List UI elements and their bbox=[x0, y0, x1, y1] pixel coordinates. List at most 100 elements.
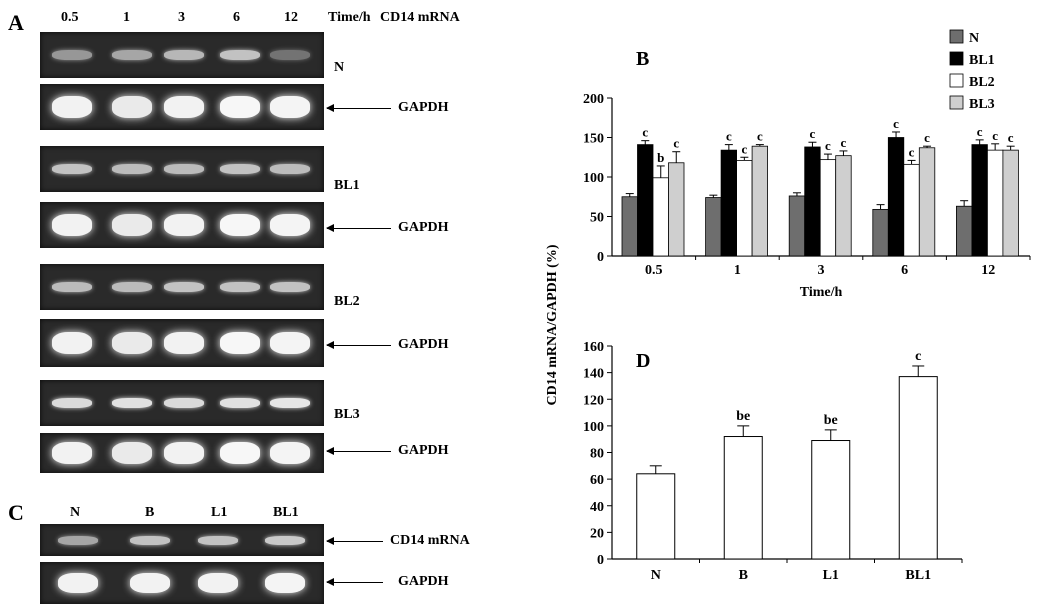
gel-n-band-4 bbox=[220, 50, 260, 60]
b-xtick-label-1: 1 bbox=[734, 263, 741, 278]
b-bar-bl3-3 bbox=[918, 147, 936, 257]
b-sig-bl3-2: c bbox=[841, 135, 847, 150]
b-bar-n-2 bbox=[788, 195, 806, 257]
gel-n-band-1 bbox=[52, 50, 92, 60]
b-ytick-label-0: 0 bbox=[597, 250, 604, 265]
gel-bl1-band-4 bbox=[220, 164, 260, 174]
cd14-label: CD14 mRNA bbox=[390, 533, 470, 548]
d-sig-2: be bbox=[824, 413, 838, 428]
gel-label-bl1: BL1 bbox=[334, 178, 360, 193]
b-sig-bl1-0: c bbox=[642, 125, 648, 140]
gel-label-bl3: BL3 bbox=[334, 407, 360, 422]
b-sig-bl1-4: c bbox=[977, 124, 983, 139]
shared-ylabel: CD14 mRNA/GAPDH (%) bbox=[545, 244, 560, 405]
d-bar-2 bbox=[811, 440, 851, 560]
d-ytick-label-3: 60 bbox=[590, 473, 604, 488]
d-bar-3 bbox=[898, 376, 938, 560]
lane-label-12: 12 bbox=[284, 10, 298, 25]
legend-swatch-bl1 bbox=[949, 51, 964, 66]
b-xtick-label-4: 12 bbox=[981, 263, 995, 278]
gel-gapdh-n bbox=[40, 84, 324, 130]
gel-label-bl2: BL2 bbox=[334, 294, 360, 309]
d-ytick-label-5: 100 bbox=[583, 420, 604, 435]
gel-bl3 bbox=[40, 380, 324, 426]
arrow-gapdh-bl3 bbox=[326, 447, 391, 455]
d-ytick-label-2: 40 bbox=[590, 500, 604, 515]
d-xtick-label-2: L1 bbox=[823, 568, 839, 583]
gel-gapdh-bl2-band-5 bbox=[270, 332, 310, 354]
arrow-gapdh-bl1 bbox=[326, 224, 391, 232]
b-bar-bl2-1 bbox=[736, 160, 753, 257]
gapdh-label-bl1: GAPDH bbox=[398, 220, 449, 235]
gel-c-cd14-band-2 bbox=[130, 535, 170, 545]
gel-bl3-band-4 bbox=[220, 398, 260, 408]
gel-gapdh-bl3-band-2 bbox=[112, 442, 152, 464]
arrow-gapdh-n bbox=[326, 104, 391, 112]
b-bar-n-4 bbox=[956, 205, 973, 257]
b-sig-bl2-2: c bbox=[825, 138, 831, 153]
b-sig-bl3-1: c bbox=[757, 129, 763, 144]
gel-n-band-2 bbox=[112, 50, 152, 60]
gel-c-gapdh-band-1 bbox=[58, 573, 98, 593]
gapdh-label-bl2: GAPDH bbox=[398, 337, 449, 352]
legend-swatch-bl2 bbox=[949, 73, 964, 88]
lane-label-c-l1: L1 bbox=[211, 505, 228, 520]
gel-gapdh-bl3-band-1 bbox=[52, 442, 92, 464]
gel-gapdh-n-band-4 bbox=[220, 96, 260, 118]
gel-c-cd14 bbox=[40, 524, 324, 556]
gel-c-cd14-band-1 bbox=[58, 535, 98, 545]
gapdh-label-bl3: GAPDH bbox=[398, 443, 449, 458]
lane-label-c-n: N bbox=[70, 505, 81, 520]
arrow-gapdh-c bbox=[326, 578, 383, 586]
b-bar-n-1 bbox=[705, 197, 722, 257]
arrow-gapdh-bl2 bbox=[326, 341, 391, 349]
lane-label-0-5: 0.5 bbox=[61, 10, 79, 25]
gel-gapdh-bl2-band-4 bbox=[220, 332, 260, 354]
d-sig-1: be bbox=[736, 409, 750, 424]
b-bar-bl2-0 bbox=[652, 177, 669, 257]
gel-bl1-band-5 bbox=[270, 164, 310, 174]
gapdh-label-c: GAPDH bbox=[398, 574, 449, 589]
b-xlabel: Time/h bbox=[800, 285, 843, 300]
b-sig-bl3-4: c bbox=[1008, 130, 1014, 145]
gel-bl3-band-2 bbox=[112, 398, 152, 408]
gel-n bbox=[40, 32, 324, 78]
b-sig-bl2-1: c bbox=[741, 141, 747, 156]
gel-n-band-5 bbox=[270, 50, 310, 60]
b-sig-bl1-2: c bbox=[810, 126, 816, 141]
gel-bl2-band-1 bbox=[52, 282, 92, 292]
panel-a-title: CD14 mRNA bbox=[380, 10, 460, 25]
gel-bl2-band-4 bbox=[220, 282, 260, 292]
b-bar-bl3-4 bbox=[1002, 149, 1019, 257]
panel-letter-c: C bbox=[8, 500, 24, 525]
gel-bl2-band-5 bbox=[270, 282, 310, 292]
b-sig-bl2-0: b bbox=[657, 150, 664, 165]
time-label: Time/h bbox=[328, 10, 371, 25]
legend-swatch-bl3 bbox=[949, 95, 964, 110]
gel-c-cd14-band-3 bbox=[198, 535, 238, 545]
gel-gapdh-bl3-band-4 bbox=[220, 442, 260, 464]
b-bar-n-0 bbox=[621, 196, 638, 257]
d-ytick-label-0: 0 bbox=[597, 553, 604, 568]
b-sig-bl3-3: c bbox=[924, 130, 930, 145]
b-xtick-label-0: 0.5 bbox=[645, 263, 663, 278]
gel-gapdh-n-band-1 bbox=[52, 96, 92, 118]
gel-n-band-3 bbox=[164, 50, 204, 60]
b-bar-bl1-3 bbox=[887, 137, 905, 257]
gel-label-n: N bbox=[334, 60, 345, 75]
d-xtick-label-1: B bbox=[739, 568, 748, 583]
b-bar-bl2-3 bbox=[903, 163, 920, 257]
gel-bl3-band-1 bbox=[52, 398, 92, 408]
b-sig-bl2-4: c bbox=[992, 128, 998, 143]
b-xtick-label-2: 3 bbox=[818, 263, 825, 278]
gel-bl1-band-2 bbox=[112, 164, 152, 174]
gel-bl2-band-3 bbox=[164, 282, 204, 292]
b-bar-bl3-2 bbox=[835, 155, 852, 257]
legend-label-bl1: BL1 bbox=[969, 53, 995, 68]
lane-label-1: 1 bbox=[123, 10, 130, 25]
gel-gapdh-bl2 bbox=[40, 319, 324, 367]
gel-gapdh-bl3 bbox=[40, 433, 324, 473]
b-bar-n-3 bbox=[872, 208, 889, 257]
d-xtick-label-3: BL1 bbox=[905, 568, 931, 583]
gel-bl1 bbox=[40, 146, 324, 192]
